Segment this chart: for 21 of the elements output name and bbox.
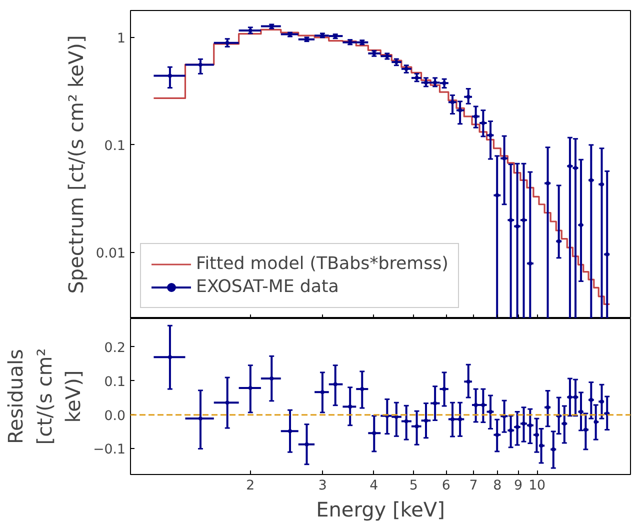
y-axis-title: Spectrum [ct/(s cm² keV)] [64,35,88,294]
legend-label: Fitted model (TBabs*bremss) [196,254,448,274]
x-tick-label: 4 [370,478,378,494]
y-tick-label: 0.1 [104,374,126,390]
y-tick-label: −0.1 [93,442,126,458]
legend-label: EXOSAT-ME data [196,277,339,297]
x-tick-label: 5 [409,478,418,494]
x-axis-title: Energy [keV] [316,498,445,522]
x-tick-label: 7 [469,478,478,494]
x-tick-label: 3 [318,478,327,494]
x-tick-label: 8 [493,478,502,494]
x-tick-label: 9 [514,478,523,494]
x-tick-label: 2 [246,478,255,494]
y-axis-title: Residuals [ct/(s cm² keV)] [4,348,86,445]
x-tick-label: 6 [442,478,450,494]
y-tick-label: 0.2 [104,340,126,356]
y-tick-label: 0.0 [104,408,126,424]
y-tick-label: 0.1 [104,138,126,154]
y-tick-label: 0.01 [96,246,126,262]
y-tick-label: 1 [117,31,126,46]
x-tick-label: 10 [528,478,546,494]
